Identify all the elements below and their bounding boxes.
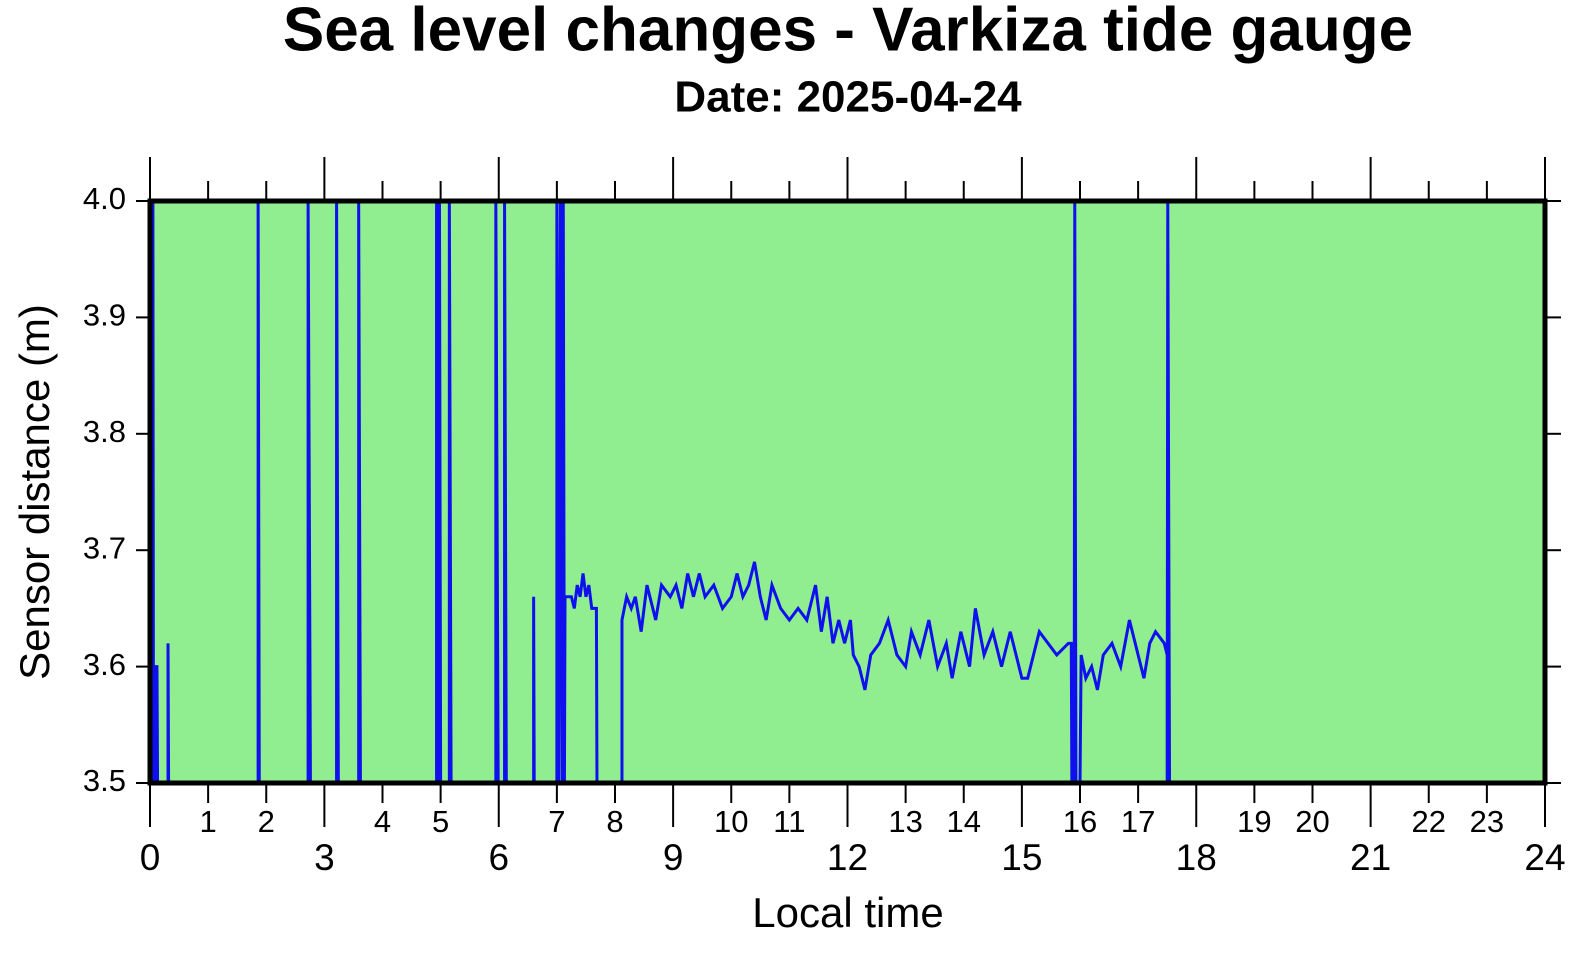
x-tick-label: 3 — [314, 837, 335, 878]
x-tick-label: 18 — [1176, 837, 1217, 878]
x-minor-tick-label: 8 — [606, 804, 623, 839]
y-tick-label: 3.9 — [83, 298, 126, 333]
y-tick-label: 3.5 — [83, 763, 126, 798]
x-minor-tick-label: 5 — [432, 804, 449, 839]
x-minor-tick-label: 17 — [1121, 804, 1155, 839]
x-tick-label: 9 — [663, 837, 684, 878]
x-tick-label: 15 — [1001, 837, 1042, 878]
x-tick-label: 12 — [827, 837, 868, 878]
x-minor-tick-label: 2 — [258, 804, 275, 839]
y-tick-label: 3.6 — [83, 647, 126, 682]
x-tick-label: 6 — [488, 837, 509, 878]
x-minor-tick-label: 1 — [200, 804, 217, 839]
plot-background — [150, 201, 1545, 783]
y-tick-label: 3.7 — [83, 530, 126, 565]
x-tick-label: 24 — [1524, 837, 1565, 878]
x-tick-label: 21 — [1350, 837, 1391, 878]
x-minor-tick-label: 13 — [888, 804, 922, 839]
chart-title: Sea level changes - Varkiza tide gauge — [283, 0, 1413, 64]
x-minor-tick-label: 4 — [374, 804, 391, 839]
y-tick-label: 3.8 — [83, 414, 126, 449]
x-minor-tick-label: 19 — [1237, 804, 1271, 839]
data-line — [150, 201, 1545, 783]
x-minor-tick-label: 23 — [1470, 804, 1504, 839]
x-minor-tick-label: 20 — [1295, 804, 1329, 839]
x-minor-tick-label: 16 — [1063, 804, 1097, 839]
y-tick-label: 4.0 — [83, 181, 126, 216]
x-tick-label: 0 — [140, 837, 161, 878]
x-minor-tick-label: 7 — [548, 804, 565, 839]
x-minor-tick-label: 14 — [947, 804, 981, 839]
y-axis-label: Sensor distance (m) — [11, 304, 58, 680]
chart-subtitle: Date: 2025-04-24 — [674, 73, 1022, 122]
x-axis-label: Local time — [752, 889, 943, 936]
x-minor-tick-label: 11 — [773, 804, 805, 839]
x-minor-tick-label: 22 — [1412, 804, 1446, 839]
x-minor-tick-label: 10 — [714, 804, 748, 839]
